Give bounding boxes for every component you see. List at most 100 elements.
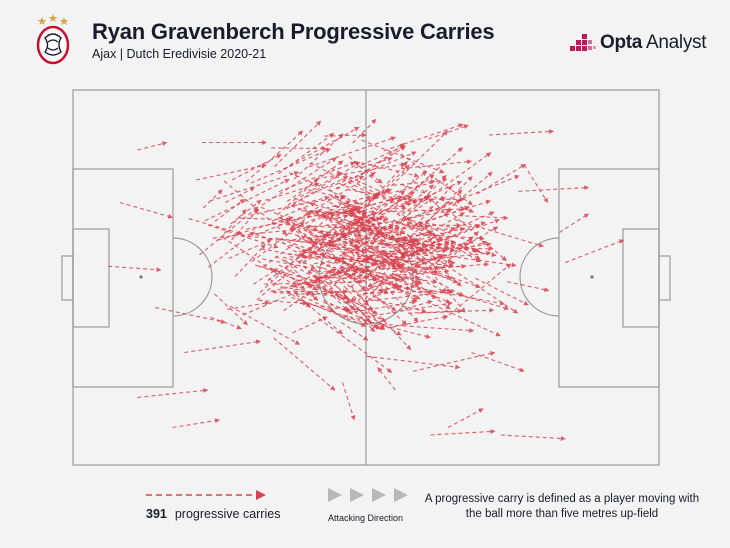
- carry-arrow: [402, 214, 481, 263]
- carry-arrow: [199, 206, 259, 256]
- carry-arrow: [392, 179, 436, 186]
- carry-arrow: [372, 294, 397, 312]
- carry-arrow: [333, 252, 390, 277]
- carry-arrow: [289, 209, 321, 230]
- carry-arrow: [440, 228, 474, 244]
- attacking-direction-icon: [328, 488, 408, 502]
- carry-arrow: [329, 244, 418, 274]
- right-penalty-arc: [519, 237, 560, 317]
- carry-arrow: [384, 174, 447, 240]
- carry-arrow: [381, 323, 475, 333]
- carry-arrow: [275, 237, 304, 258]
- chart-subtitle: Ajax | Dutch Eredivisie 2020-21: [92, 47, 267, 61]
- carry-arrow: [314, 270, 376, 333]
- carry-arrow: [229, 305, 301, 345]
- carry-arrow: [309, 233, 348, 256]
- carry-arrow: [273, 337, 336, 391]
- carry-arrow: [382, 240, 456, 254]
- carry-arrow: [305, 193, 379, 215]
- carry-arrow: [382, 249, 443, 260]
- carry-arrow: [363, 288, 453, 294]
- carry-arrow: [352, 118, 377, 144]
- carry-arrow: [364, 248, 447, 294]
- carry-arrow: [300, 172, 342, 198]
- carry-arrow: [354, 145, 406, 169]
- carry-arrow: [283, 291, 311, 312]
- carry-arrow: [377, 367, 396, 391]
- carry-arrow: [385, 130, 449, 192]
- carry-arrow: [442, 289, 510, 311]
- carry-arrow: [289, 171, 360, 205]
- carry-arrow: [454, 219, 544, 248]
- carry-arrow: [255, 233, 348, 265]
- carry-arrow: [184, 339, 262, 354]
- carry-arrow: [258, 212, 312, 235]
- carry-arrow: [404, 189, 463, 242]
- opta-analyst-brand: Opta Analyst: [570, 30, 710, 58]
- carry-arrow: [350, 190, 406, 234]
- carry-arrow: [274, 120, 322, 168]
- carry-arrow: [188, 218, 243, 236]
- carry-arrow: [137, 141, 168, 151]
- carry-arrow: [458, 215, 509, 221]
- carry-arrow: [262, 258, 317, 271]
- left-six-yard-box: [72, 228, 110, 328]
- carry-arrow: [301, 299, 367, 327]
- carry-arrow: [425, 199, 491, 222]
- carry-arrow: [222, 236, 299, 289]
- carry-arrow: [338, 226, 371, 240]
- carry-arrow: [253, 268, 279, 285]
- carry-arrow: [286, 161, 361, 210]
- carry-arrow: [349, 265, 421, 300]
- carry-arrow: [383, 123, 464, 152]
- carry-arrow: [335, 232, 421, 267]
- carry-arrow: [259, 248, 308, 293]
- carry-arrow: [309, 210, 356, 217]
- carry-arrow: [295, 292, 335, 313]
- carry-arrow: [327, 264, 370, 307]
- carry-arrow: [565, 239, 625, 264]
- carry-arrow: [362, 261, 456, 292]
- left-penalty-spot: [139, 275, 143, 279]
- carry-arrow: [337, 216, 426, 253]
- carry-arrow: [391, 272, 423, 285]
- carry-arrow: [228, 239, 273, 259]
- carry-arrow: [360, 255, 454, 268]
- carry-arrow: [282, 256, 354, 279]
- carry-arrow: [351, 204, 382, 236]
- right-six-yard-box: [622, 228, 660, 328]
- carry-arrow: [559, 213, 590, 233]
- carry-arrow: [293, 194, 347, 207]
- carry-arrow: [309, 283, 374, 311]
- carry-arrow: [210, 316, 242, 330]
- carry-arrow: [271, 202, 316, 222]
- carry-arrow: [361, 139, 445, 174]
- carry-arrow: [250, 148, 331, 184]
- carry-arrow: [316, 230, 383, 258]
- carry-arrow: [308, 259, 388, 294]
- carry-arrow: [392, 265, 451, 310]
- carry-arrow: [489, 129, 555, 136]
- carry-arrow: [314, 258, 368, 264]
- legend-carry-arrow: [146, 490, 266, 500]
- carry-arrow: [303, 265, 349, 312]
- carry-arrow: [374, 246, 424, 252]
- carry-arrow: [256, 241, 324, 301]
- carry-arrow: [476, 163, 526, 195]
- carry-arrow: [500, 434, 566, 441]
- carry-arrow: [286, 160, 344, 202]
- carry-arrow: [354, 230, 433, 254]
- carry-arrow: [347, 276, 379, 283]
- carry-arrow: [402, 236, 497, 258]
- pitch-markings: [61, 89, 671, 466]
- carry-arrow: [217, 216, 294, 241]
- carry-arrow: [234, 244, 266, 277]
- carry-arrow: [412, 351, 496, 372]
- carry-arrow: [195, 163, 267, 181]
- carry-arrow: [209, 171, 300, 202]
- carry-arrow: [401, 195, 429, 215]
- carry-arrow: [245, 130, 304, 183]
- carries-layer: [108, 118, 625, 441]
- carry-arrow: [365, 355, 461, 370]
